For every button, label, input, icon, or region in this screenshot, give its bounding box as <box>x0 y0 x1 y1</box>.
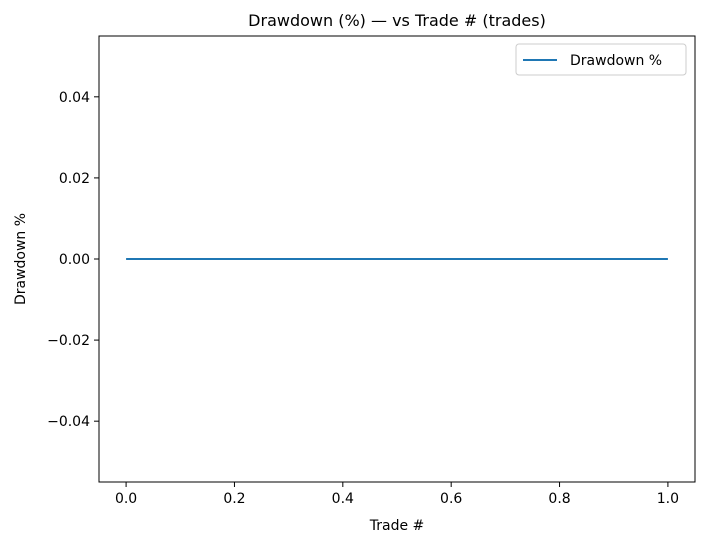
chart-title: Drawdown (%) — vs Trade # (trades) <box>248 11 546 30</box>
x-axis-label: Trade # <box>369 518 425 534</box>
x-tick-label: 0.0 <box>115 491 137 507</box>
x-tick-label: 0.4 <box>332 491 354 507</box>
y-axis-label: Drawdown % <box>13 213 29 305</box>
y-tick-label: −0.04 <box>47 414 90 430</box>
x-tick-label: 1.0 <box>657 491 679 507</box>
legend-label: Drawdown % <box>570 53 662 69</box>
x-tick-label: 0.6 <box>440 491 462 507</box>
y-tick-label: 0.04 <box>59 90 90 106</box>
y-tick-label: −0.02 <box>47 333 90 349</box>
x-tick-label: 0.2 <box>223 491 245 507</box>
x-ticks: 0.0 0.2 0.4 0.6 0.8 1.0 <box>115 482 679 507</box>
legend: Drawdown % <box>515 43 687 76</box>
y-ticks: −0.04 −0.02 0.00 0.02 0.04 <box>47 90 99 430</box>
y-tick-label: 0.00 <box>59 252 90 268</box>
legend-box <box>515 43 687 76</box>
x-tick-label: 0.8 <box>548 491 570 507</box>
y-tick-label: 0.02 <box>59 171 90 187</box>
